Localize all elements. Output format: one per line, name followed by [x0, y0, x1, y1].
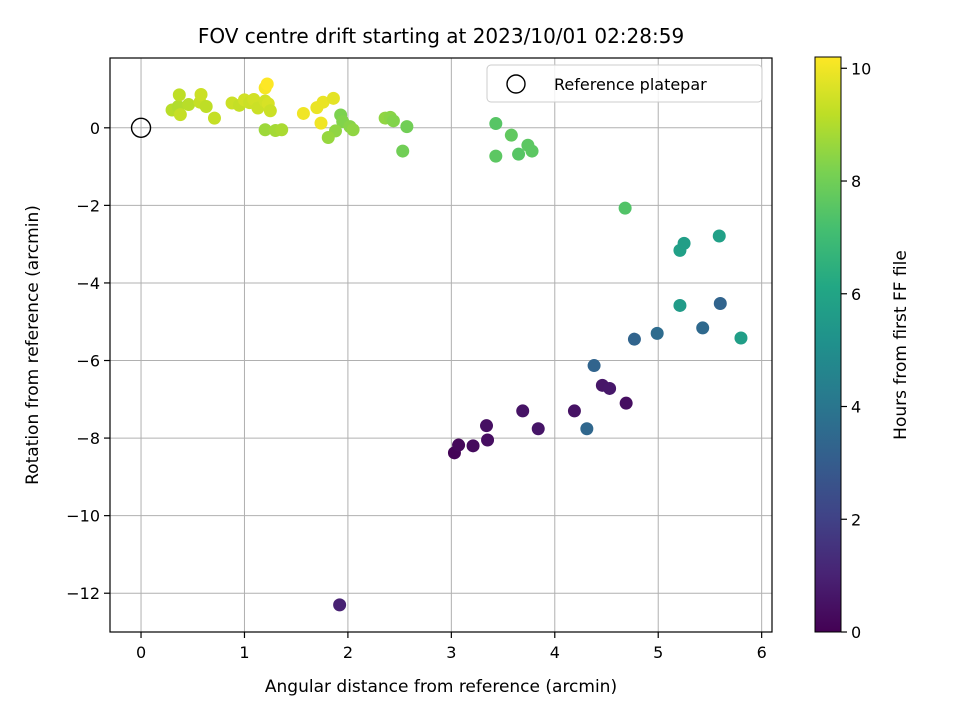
legend-marker-reference [506, 74, 526, 94]
data-point [263, 104, 277, 118]
chart-title: FOV centre drift starting at 2023/10/01 … [198, 24, 684, 48]
data-point [734, 331, 748, 345]
data-point [199, 99, 213, 113]
colorbar-tick-label: 10 [851, 59, 871, 78]
x-axis-label: Angular distance from reference (arcmin) [265, 677, 617, 697]
x-tick-label: 1 [239, 643, 249, 662]
reference-platepar-marker [130, 117, 152, 139]
y-tick-label: −8 [76, 429, 100, 448]
y-tick-label: −4 [76, 274, 100, 293]
y-axis-label: Rotation from reference (arcmin) [23, 205, 43, 485]
data-point [516, 404, 530, 418]
data-point [400, 120, 414, 134]
data-point [260, 77, 274, 91]
data-point [173, 108, 187, 122]
plot-frame [109, 57, 773, 633]
x-tick-label: 5 [653, 643, 663, 662]
data-point [673, 298, 687, 312]
grid [110, 58, 772, 632]
data-point [314, 116, 328, 130]
data-point [321, 131, 335, 145]
data-point [712, 229, 726, 243]
y-tick-label: −6 [76, 352, 100, 371]
x-tick-label: 3 [446, 643, 456, 662]
x-tick-label: 6 [757, 643, 767, 662]
x-tick-label: 2 [343, 643, 353, 662]
y-tick-label: −12 [66, 584, 100, 603]
data-point [326, 91, 340, 105]
data-point [489, 117, 503, 131]
data-point [333, 598, 347, 612]
data-point [275, 123, 289, 137]
colorbar-tick-label: 4 [851, 398, 861, 417]
data-point [512, 147, 526, 161]
y-tick-label: 0 [90, 119, 100, 138]
data-point [531, 422, 545, 436]
data-point [525, 144, 539, 158]
colorbar-gradient [814, 56, 842, 633]
colorbar-tick-label: 2 [851, 510, 861, 529]
data-point [466, 439, 480, 453]
colorbar-tick-label: 8 [851, 172, 861, 191]
data-point [481, 433, 495, 447]
colorbar-tick-label: 0 [851, 623, 861, 642]
legend-box [486, 64, 763, 103]
legend-label-reference: Reference platepar [554, 75, 707, 94]
colorbar-ticks: 0 2 4 6 8 10 [841, 59, 871, 642]
data-point [207, 111, 221, 125]
data-point [618, 201, 632, 215]
data-point [346, 123, 360, 137]
data-point [296, 106, 310, 120]
data-point [696, 321, 710, 335]
data-point [650, 326, 664, 340]
data-point [489, 149, 503, 163]
data-point [480, 419, 494, 433]
data-point [619, 396, 633, 410]
data-point [580, 422, 594, 436]
data-point [603, 381, 617, 395]
data-point [172, 88, 186, 102]
x-axis: 0 1 2 3 4 5 6 [136, 632, 767, 662]
data-point [627, 332, 641, 346]
data-point [386, 114, 400, 128]
legend: Reference platepar [486, 64, 763, 103]
x-tick-label: 4 [550, 643, 560, 662]
y-tick-label: −2 [76, 196, 100, 215]
y-tick-label: −10 [66, 507, 100, 526]
reference-layer [130, 117, 152, 139]
x-tick-label: 0 [136, 643, 146, 662]
data-point [258, 123, 272, 137]
data-point [194, 87, 208, 101]
colorbar-tick-label: 6 [851, 285, 861, 304]
data-point [182, 98, 196, 112]
data-point [713, 297, 727, 311]
colorbar-label: Hours from first FF file [891, 250, 911, 440]
data-points [165, 77, 748, 612]
data-point [396, 144, 410, 158]
data-point [316, 95, 330, 109]
data-point [567, 404, 581, 418]
data-point [587, 359, 601, 373]
data-point [504, 128, 518, 142]
data-point [677, 236, 691, 250]
colorbar: 0 2 4 6 8 10 Hours from first FF file [814, 56, 911, 642]
y-axis: 0 −2 −4 −6 −8 −10 −12 [66, 119, 110, 603]
data-point [452, 438, 466, 452]
